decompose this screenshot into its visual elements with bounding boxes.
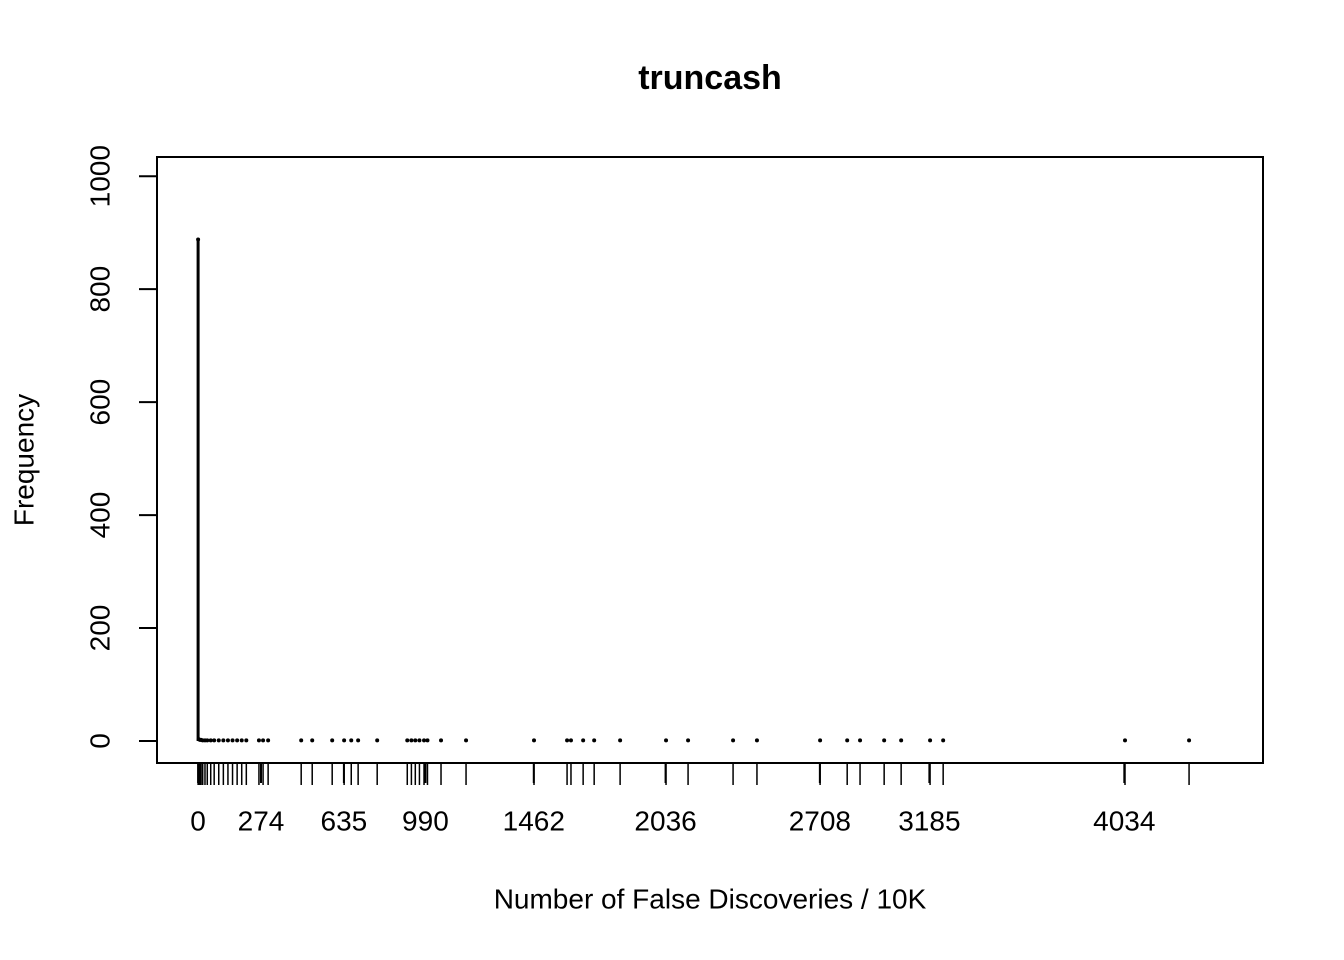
chart-title: truncash [638, 59, 782, 97]
point [299, 738, 304, 743]
point [244, 738, 249, 743]
point [845, 738, 850, 743]
point [212, 738, 217, 743]
point [754, 738, 759, 743]
point [330, 738, 335, 743]
point [882, 738, 887, 743]
point [731, 738, 736, 743]
x-tick-label: 4034 [1093, 805, 1155, 836]
x-tick-label: 3185 [898, 805, 960, 836]
point [425, 738, 430, 743]
x-axis-label: Number of False Discoveries / 10K [494, 883, 927, 914]
point [618, 738, 623, 743]
y-tick-label: 0 [84, 733, 115, 749]
point [409, 738, 414, 743]
point [592, 738, 597, 743]
y-tick-label: 1000 [84, 145, 115, 207]
point [417, 738, 422, 743]
x-tick-label: 1462 [503, 805, 565, 836]
y-axis-label: Frequency [8, 394, 39, 526]
point [230, 738, 235, 743]
point [239, 738, 244, 743]
point [532, 738, 537, 743]
y-tick-label: 800 [84, 266, 115, 313]
point [899, 738, 904, 743]
point [235, 738, 240, 743]
point [565, 738, 570, 743]
y-tick-label: 400 [84, 492, 115, 539]
point [310, 738, 315, 743]
point [818, 738, 823, 743]
point [928, 738, 933, 743]
plot-box [156, 156, 1264, 764]
point [439, 738, 444, 743]
point [664, 738, 669, 743]
point [405, 738, 410, 743]
point [375, 738, 380, 743]
y-tick-label: 200 [84, 605, 115, 652]
point [941, 738, 946, 743]
point [256, 738, 261, 743]
point [208, 738, 213, 743]
point [422, 738, 427, 743]
x-tick-label: 0 [190, 805, 206, 836]
point [568, 738, 573, 743]
point [221, 738, 226, 743]
point [196, 237, 201, 242]
point [216, 738, 221, 743]
point [205, 738, 210, 743]
point [858, 738, 863, 743]
x-tick-label: 274 [238, 805, 285, 836]
point [261, 738, 266, 743]
x-tick-label: 2708 [789, 805, 851, 836]
point [266, 738, 271, 743]
x-tick-label: 2036 [634, 805, 696, 836]
point [342, 738, 347, 743]
point [686, 738, 691, 743]
point [225, 738, 230, 743]
point [581, 738, 586, 743]
x-tick-label: 635 [321, 805, 368, 836]
point [1187, 738, 1192, 743]
point [464, 738, 469, 743]
point [356, 738, 361, 743]
point [413, 738, 418, 743]
y-tick-label: 600 [84, 379, 115, 426]
point [349, 738, 354, 743]
x-tick-label: 990 [402, 805, 449, 836]
point [1123, 738, 1128, 743]
